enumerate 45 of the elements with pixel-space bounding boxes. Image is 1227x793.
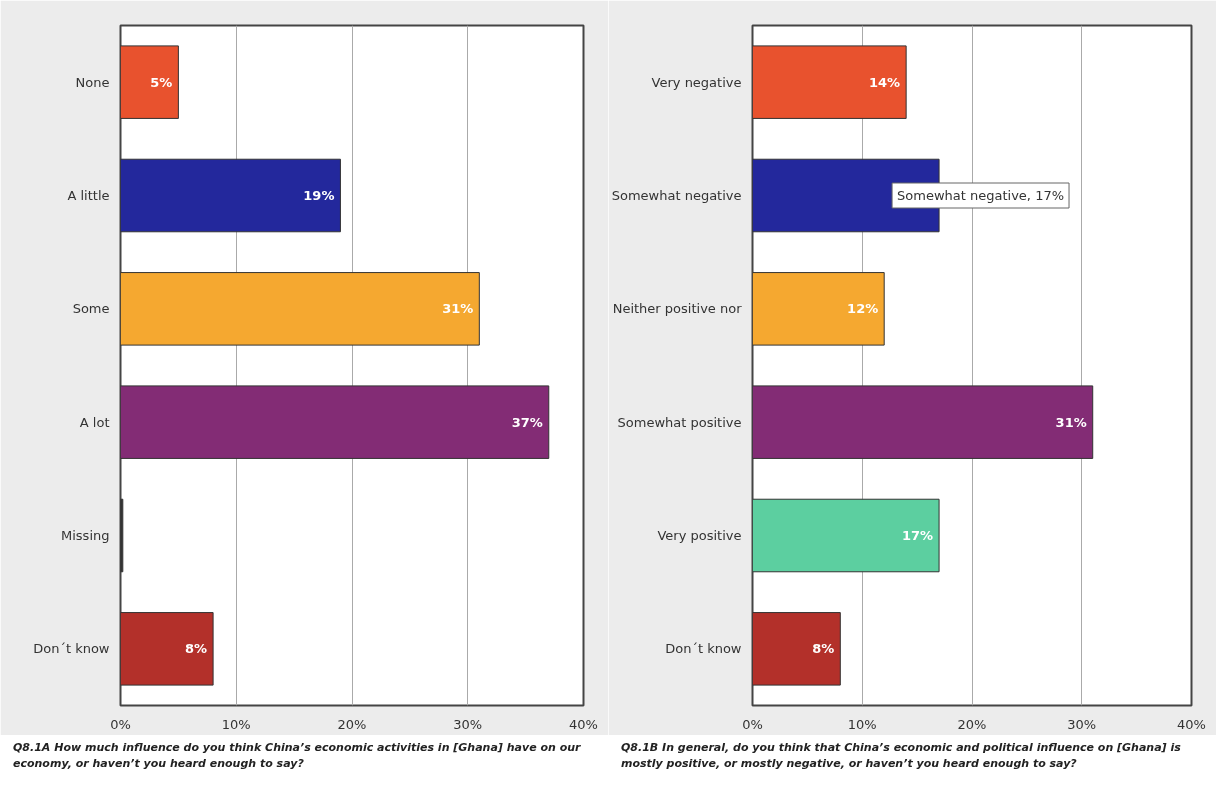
y-tick-label: Missing: [61, 528, 110, 543]
bar: [120, 385, 550, 459]
data-label: 17%: [901, 528, 934, 543]
x-tick-label: 40%: [1177, 716, 1206, 732]
bar: [120, 272, 480, 346]
bar: [752, 498, 940, 573]
y-tick-label: Somewhat positive: [617, 414, 742, 430]
y-tick-label: Neither positive nor: [612, 301, 743, 317]
text: Q8.1B In general, do you think that China’s economic and political influence on [Ghana] is mostly positive, or mostly negative, or haven’t you heard enough to say?: [621, 740, 1182, 772]
data-label: 5%: [150, 74, 173, 90]
y-tick-label: Very positive: [657, 528, 742, 543]
bar: [752, 45, 907, 119]
y-tick-label: Some: [72, 301, 110, 317]
x-tick-label: 40%: [569, 716, 598, 732]
data-label: 37%: [511, 414, 543, 430]
y-tick-label: Very negative: [651, 74, 742, 90]
data-label: 14%: [869, 74, 901, 90]
bar: [120, 158, 341, 233]
bar: [752, 272, 885, 346]
x-tick-label: 0%: [742, 716, 763, 732]
text: Q8.1A How much influence do you think China’s economic activities in [Ghana] have on our economy, or haven’t you heard enough to say?: [13, 740, 582, 772]
y-tick-label: Don´t know: [665, 641, 742, 657]
x-tick-label: 10%: [847, 716, 877, 732]
y-tick-label: Somewhat negative: [611, 188, 742, 203]
data-label: 12%: [847, 301, 879, 317]
x-tick-label: 20%: [337, 716, 367, 732]
x-tick-label: 0%: [110, 716, 131, 732]
y-tick-label: Don´t know: [33, 641, 110, 657]
y-tick-label: A little: [67, 188, 110, 203]
bar: [752, 612, 841, 686]
x-tick-label: 30%: [1067, 716, 1097, 732]
bar: [120, 45, 179, 119]
x-tick-label: 20%: [957, 716, 987, 732]
data-label: 31%: [442, 301, 474, 317]
data-label: 31%: [1055, 414, 1087, 430]
x-tick-label: 10%: [221, 716, 251, 732]
bar: [120, 612, 214, 686]
bar: [752, 385, 1094, 459]
y-tick-label: None: [75, 74, 110, 90]
annotation: Somewhat negative, 17%: [897, 188, 1065, 203]
data-label: 8%: [812, 641, 835, 657]
x-tick-label: 30%: [453, 716, 483, 732]
y-tick-label: A lot: [79, 414, 110, 430]
data-label: 19%: [303, 188, 335, 203]
data-label: 8%: [185, 641, 208, 657]
